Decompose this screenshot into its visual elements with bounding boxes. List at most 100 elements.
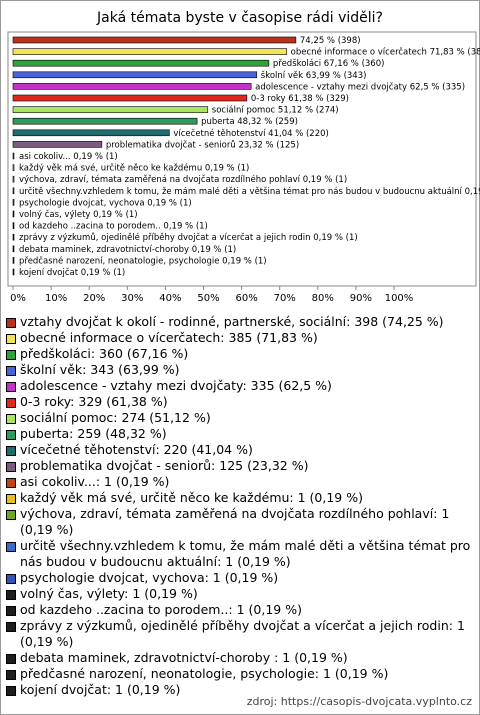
- legend-label: zprávy z výzkumů, ojedinělé příběhy dvoj…: [20, 618, 465, 649]
- legend-label: sociální pomoc: 274 (51,12 %): [20, 410, 211, 425]
- legend-swatch: [6, 350, 16, 360]
- legend-item: vícečetné těhotenství: 220 (41,04 %): [6, 442, 472, 458]
- legend-label: kojení dvojčat: 1 (0,19 %): [20, 682, 181, 697]
- legend-swatch: [6, 654, 16, 664]
- legend-label: adolescence - vztahy mezi dvojčaty: 335 …: [20, 378, 332, 393]
- bar-label: školní věk 63,99 % (343): [261, 69, 367, 80]
- bar-value-label: 71,83 % (385): [430, 47, 480, 57]
- legend-item: každý věk má své, určitě něco ke každému…: [6, 490, 472, 506]
- x-tick-label: 30%: [121, 293, 143, 304]
- bar: [12, 222, 15, 229]
- bar-value-label: 0,19 % (1): [222, 256, 266, 266]
- legend-item: školní věk: 343 (63,99 %): [6, 362, 472, 378]
- chart: Jaká témata byste v časopise rádi viděli…: [7, 10, 480, 304]
- bar: [12, 210, 15, 218]
- chart-title: Jaká témata byste v časopise rádi viděli…: [96, 10, 383, 26]
- bar-value-label: 63,99 % (343): [306, 70, 367, 80]
- legend-label: problematika dvojčat - seniorů: 125 (23,…: [20, 458, 309, 473]
- legend-item: předčasné narození, neonatologie, psycho…: [6, 666, 472, 682]
- bar: [12, 187, 15, 195]
- bar: [12, 268, 15, 276]
- legend-item: sociální pomoc: 274 (51,12 %): [6, 410, 472, 426]
- bar: [12, 233, 15, 241]
- legend-label: výchova, zdraví, témata zaměřená na dvoj…: [20, 506, 450, 537]
- bar-label: kojení dvojčat 0,19 % (1): [19, 267, 125, 278]
- legend-swatch: [6, 318, 16, 328]
- legend-label: předškoláci: 360 (67,16 %): [20, 346, 189, 361]
- legend-swatch: [6, 366, 16, 376]
- bar-value-label: 67,16 % (360): [324, 59, 385, 69]
- legend-item: problematika dvojčat - seniorů: 125 (23,…: [6, 458, 472, 474]
- legend-label: vztahy dvojčat k okolí - rodinné, partne…: [20, 314, 444, 329]
- x-tick-label: 80%: [312, 293, 334, 304]
- bar: [12, 48, 287, 55]
- legend-label: volný čas, výlety: 1 (0,19 %): [20, 586, 198, 601]
- legend-label: asi cokoliv...: 1 (0,19 %): [20, 474, 170, 489]
- bar-label: puberta 48,32 % (259): [201, 117, 298, 127]
- bar-value-label: 0,19 % (1): [81, 268, 125, 278]
- bar-category: problematika dvojčat - seniorů: [106, 139, 236, 150]
- legend-item: 0-3 roky: 329 (61,38 %): [6, 394, 472, 410]
- bar-value-label: 0,19 % (1): [205, 163, 249, 173]
- bar-value-label: 0,19 % (1): [93, 210, 137, 220]
- legend-label: každý věk má své, určitě něco ke každému…: [20, 490, 363, 505]
- legend-item: kojení dvojčat: 1 (0,19 %): [6, 682, 472, 698]
- bar-label: od kazdeho ..zacina to porodem.. 0,19 % …: [19, 221, 208, 231]
- bar-label: výchova, zdraví, témata zaměřená na dvoj…: [19, 174, 347, 185]
- legend-label: obecné informace o vícerčatech: 385 (71,…: [20, 330, 318, 345]
- bar-label: obecné informace o vícerčatech 71,83 % (…: [291, 46, 480, 57]
- legend-item: výchova, zdraví, témata zaměřená na dvoj…: [6, 506, 472, 538]
- bar-category: sociální pomoc: [212, 105, 276, 115]
- legend: vztahy dvojčat k okolí - rodinné, partne…: [6, 314, 472, 698]
- bar-label: problematika dvojčat - seniorů 23,32 % (…: [106, 139, 299, 150]
- bar: [12, 117, 198, 125]
- legend-swatch: [6, 510, 16, 520]
- x-tick-label: 10%: [45, 293, 67, 304]
- bar-label: asi cokoliv... 0,19 % (1): [19, 152, 118, 162]
- bar-value-label: 0,19 % (1): [163, 221, 207, 231]
- bar-category: předškoláci: [273, 58, 321, 69]
- bar-value-label: 0,19 % (1): [465, 186, 480, 196]
- bar: [12, 129, 170, 137]
- legend-item: určitě všechny.vzhledem k tomu, že mám m…: [6, 538, 472, 570]
- legend-swatch: [6, 542, 16, 552]
- bar: [12, 257, 15, 264]
- legend-label: určitě všechny.vzhledem k tomu, že mám m…: [20, 538, 471, 569]
- bar-value-label: 74,25 % (398): [300, 36, 361, 46]
- legend-swatch: [6, 382, 16, 392]
- legend-swatch: [6, 574, 16, 584]
- bar: [12, 245, 15, 253]
- bar: [12, 59, 270, 67]
- legend-swatch: [6, 398, 16, 408]
- legend-swatch: [6, 590, 16, 600]
- bar-category: volný čas, výlety: [19, 209, 90, 220]
- legend-swatch: [6, 334, 16, 344]
- bar-value-label: 0,19 % (1): [147, 198, 191, 208]
- legend-swatch: [6, 414, 16, 424]
- bar-label: zprávy z výzkumů, ojedinělé příběhy dvoj…: [19, 232, 358, 243]
- x-tick-label: 50%: [197, 293, 219, 304]
- legend-label: debata maminek, zdravotnictví-choroby : …: [20, 650, 348, 665]
- legend-label: psychologie dvojcat, vychova: 1 (0,19 %): [20, 570, 279, 585]
- bar-value-label: 48,32 % (259): [237, 117, 298, 127]
- bar-label: 0-3 roky 61,38 % (329): [251, 94, 349, 104]
- bar-value-label: 23,32 % (125): [238, 140, 299, 150]
- bar-category: zprávy z výzkumů, ojedinělé příběhy dvoj…: [19, 232, 311, 243]
- bar-category: kojení dvojčat: [19, 267, 79, 278]
- legend-item: asi cokoliv...: 1 (0,19 %): [6, 474, 472, 490]
- legend-swatch: [6, 478, 16, 488]
- legend-label: školní věk: 343 (63,99 %): [20, 362, 180, 377]
- x-tick-label: 70%: [274, 293, 296, 304]
- legend-swatch: [6, 670, 16, 680]
- x-tick-label: 60%: [235, 293, 257, 304]
- bar-label: vícečetné těhotenství 41,04 % (220): [173, 127, 328, 138]
- legend-item: debata maminek, zdravotnictví-choroby : …: [6, 650, 472, 666]
- bar: [12, 141, 103, 148]
- bar-category: od kazdeho ..zacina to porodem..: [19, 221, 161, 231]
- bar-value-label: 0,19 % (1): [303, 175, 347, 185]
- legend-swatch: [6, 686, 16, 696]
- source: zdroj: https://casopis-dvojcata.vyplnto.…: [246, 695, 472, 708]
- legend-item: od kazdeho ..zacina to porodem..: 1 (0,1…: [6, 602, 472, 618]
- bar: [12, 71, 258, 79]
- x-tick-label: 0%: [10, 293, 26, 304]
